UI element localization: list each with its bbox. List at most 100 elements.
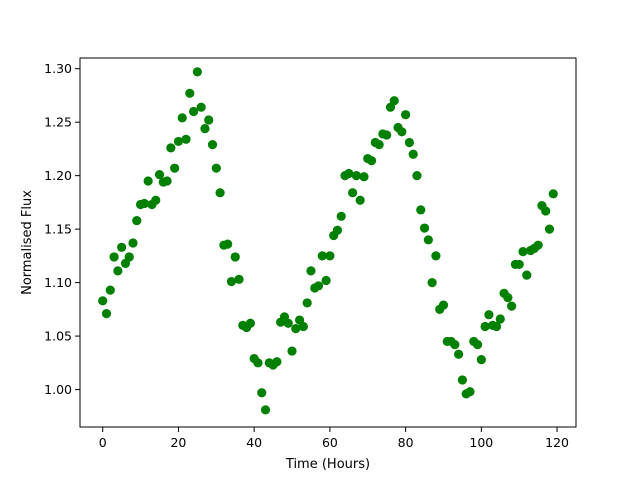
data-point bbox=[518, 246, 528, 257]
y-tick-label: 1.30 bbox=[44, 61, 72, 76]
data-point bbox=[166, 143, 176, 153]
data-point bbox=[291, 324, 301, 334]
data-point bbox=[234, 274, 244, 284]
data-point bbox=[188, 106, 199, 117]
data-point bbox=[450, 340, 460, 350]
y-tick-label: 1.05 bbox=[44, 329, 72, 344]
data-point bbox=[98, 296, 108, 306]
data-point bbox=[427, 278, 437, 288]
data-point bbox=[313, 281, 324, 291]
data-point bbox=[374, 140, 384, 150]
data-point bbox=[416, 205, 426, 215]
data-point bbox=[260, 405, 271, 415]
data-point bbox=[317, 251, 327, 261]
data-point bbox=[408, 149, 418, 159]
data-point bbox=[336, 211, 346, 221]
data-point bbox=[495, 314, 505, 324]
y-axis-label: Normalised Flux bbox=[20, 190, 35, 295]
data-point bbox=[124, 252, 134, 262]
data-point bbox=[226, 276, 237, 287]
data-point bbox=[359, 172, 369, 182]
data-point bbox=[533, 240, 543, 250]
data-point bbox=[476, 355, 486, 365]
data-point bbox=[185, 88, 195, 98]
data-point bbox=[139, 198, 149, 209]
data-point bbox=[196, 102, 206, 112]
data-point bbox=[507, 301, 517, 311]
data-point bbox=[192, 67, 202, 77]
data-point bbox=[389, 96, 399, 106]
x-tick-label: 0 bbox=[99, 435, 107, 450]
data-point bbox=[287, 346, 297, 356]
data-point bbox=[154, 169, 165, 180]
data-point bbox=[257, 388, 267, 398]
data-point bbox=[457, 375, 468, 385]
data-point bbox=[132, 215, 142, 226]
data-point bbox=[541, 206, 551, 216]
data-point bbox=[113, 266, 123, 276]
data-point bbox=[514, 259, 524, 270]
data-point bbox=[480, 321, 490, 332]
data-point bbox=[344, 168, 354, 179]
data-point bbox=[351, 171, 361, 181]
y-tick-label: 1.10 bbox=[44, 275, 72, 290]
plot-frame bbox=[79, 57, 577, 428]
data-point bbox=[438, 300, 449, 310]
data-point bbox=[348, 188, 358, 198]
data-point bbox=[548, 189, 558, 199]
data-point bbox=[306, 266, 316, 276]
x-tick-label: 80 bbox=[398, 435, 414, 450]
data-point bbox=[151, 195, 161, 205]
data-point bbox=[230, 252, 240, 262]
data-points bbox=[98, 67, 558, 415]
data-point bbox=[109, 252, 119, 262]
data-point bbox=[401, 110, 411, 120]
data-point bbox=[211, 163, 221, 173]
data-point bbox=[472, 340, 483, 350]
data-point bbox=[404, 137, 414, 148]
data-point bbox=[431, 251, 441, 261]
data-point bbox=[101, 309, 112, 319]
y-tick-label: 1.15 bbox=[44, 222, 72, 237]
data-point bbox=[207, 140, 218, 150]
x-axis-label: Time (Hours) bbox=[285, 457, 370, 472]
data-point bbox=[321, 275, 331, 286]
data-point bbox=[503, 292, 513, 303]
data-point bbox=[173, 136, 184, 147]
y-tick-label: 1.00 bbox=[44, 382, 72, 397]
x-tick-label: 60 bbox=[322, 435, 338, 450]
data-point bbox=[382, 130, 392, 140]
data-point bbox=[465, 387, 475, 397]
data-point bbox=[200, 123, 210, 134]
y-tick-label: 1.25 bbox=[44, 115, 72, 130]
data-point bbox=[162, 176, 172, 186]
x-tick-label: 20 bbox=[170, 435, 186, 450]
data-point bbox=[423, 235, 433, 245]
data-point bbox=[484, 310, 494, 320]
data-point bbox=[181, 134, 191, 144]
data-point bbox=[177, 113, 187, 123]
data-point bbox=[223, 239, 233, 249]
data-point bbox=[325, 251, 335, 261]
data-point bbox=[105, 285, 115, 295]
x-tick-label: 40 bbox=[246, 435, 262, 450]
data-point bbox=[128, 238, 138, 248]
data-point bbox=[170, 163, 180, 173]
y-axis-ticks: 1.00 1.05 1.10 1.15 1.20 1.25 1.30 bbox=[44, 61, 80, 397]
data-point bbox=[491, 321, 502, 332]
data-point bbox=[143, 176, 153, 186]
x-tick-label: 100 bbox=[469, 435, 493, 450]
data-point bbox=[253, 358, 263, 368]
data-point bbox=[544, 224, 555, 234]
x-axis-ticks: 0 20 40 60 80 100 120 bbox=[99, 427, 569, 450]
data-point bbox=[283, 318, 293, 328]
data-point bbox=[298, 321, 308, 332]
data-point bbox=[245, 318, 255, 328]
data-point bbox=[355, 195, 365, 205]
y-tick-label: 1.20 bbox=[44, 168, 72, 183]
data-point bbox=[215, 188, 225, 198]
data-point bbox=[204, 115, 214, 125]
data-point bbox=[412, 171, 422, 181]
